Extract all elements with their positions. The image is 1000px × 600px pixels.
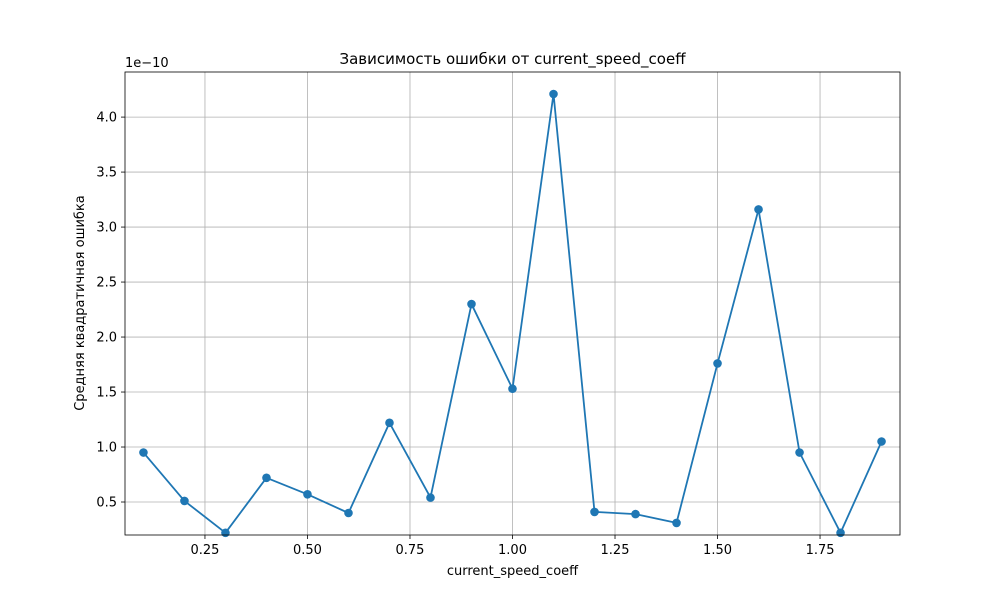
x-tick-label: 1.00: [498, 543, 527, 558]
chart-title: Зависимость ошибки от current_speed_coef…: [339, 50, 686, 69]
data-point: [180, 496, 189, 506]
y-tick-label: 1.0: [96, 441, 117, 456]
x-tick-label: 0.50: [293, 543, 322, 558]
y-axis-label: Средняя квадратичная ошибка: [73, 195, 88, 411]
data-point: [549, 89, 558, 99]
data-point: [754, 205, 763, 214]
y-tick-label: 3.0: [96, 221, 117, 236]
data-point: [303, 490, 312, 499]
x-tick-label: 1.25: [601, 543, 630, 558]
x-tick-label: 1.75: [806, 543, 835, 558]
data-point: [221, 528, 230, 538]
x-axis-label: current_speed_coeff: [447, 564, 579, 579]
y-tick-label: 2.0: [96, 331, 117, 346]
data-point: [467, 299, 476, 309]
data-point: [590, 507, 599, 517]
y-tick-label: 4.0: [96, 111, 117, 126]
data-point: [262, 473, 271, 483]
x-tick-label: 0.25: [190, 543, 219, 558]
tick-layer: 0.25 0.50 0.75 1.00 1.25 1.50 1.75 0.5 1.0 1.5 2.0…: [96, 111, 834, 558]
data-point: [385, 418, 394, 428]
data-point: [426, 493, 435, 502]
data-point: [139, 448, 148, 457]
x-tick-label: 1.50: [703, 543, 732, 558]
y-tick-label: 3.5: [96, 166, 117, 181]
data-point: [344, 508, 353, 518]
data-point: [836, 528, 845, 538]
data-point: [795, 448, 804, 457]
y-tick-label: 2.5: [96, 276, 117, 291]
data-point: [508, 384, 517, 394]
y-tick-label: 0.5: [96, 496, 117, 511]
y-tick-label: 1.5: [96, 386, 117, 401]
y-axis-offset-label: 1e−10: [125, 56, 169, 71]
data-point: [713, 359, 722, 368]
series-layer: [139, 89, 886, 538]
data-point: [877, 437, 886, 446]
x-tick-label: 0.75: [396, 543, 425, 558]
data-point: [672, 518, 681, 528]
data-point: [631, 509, 640, 519]
